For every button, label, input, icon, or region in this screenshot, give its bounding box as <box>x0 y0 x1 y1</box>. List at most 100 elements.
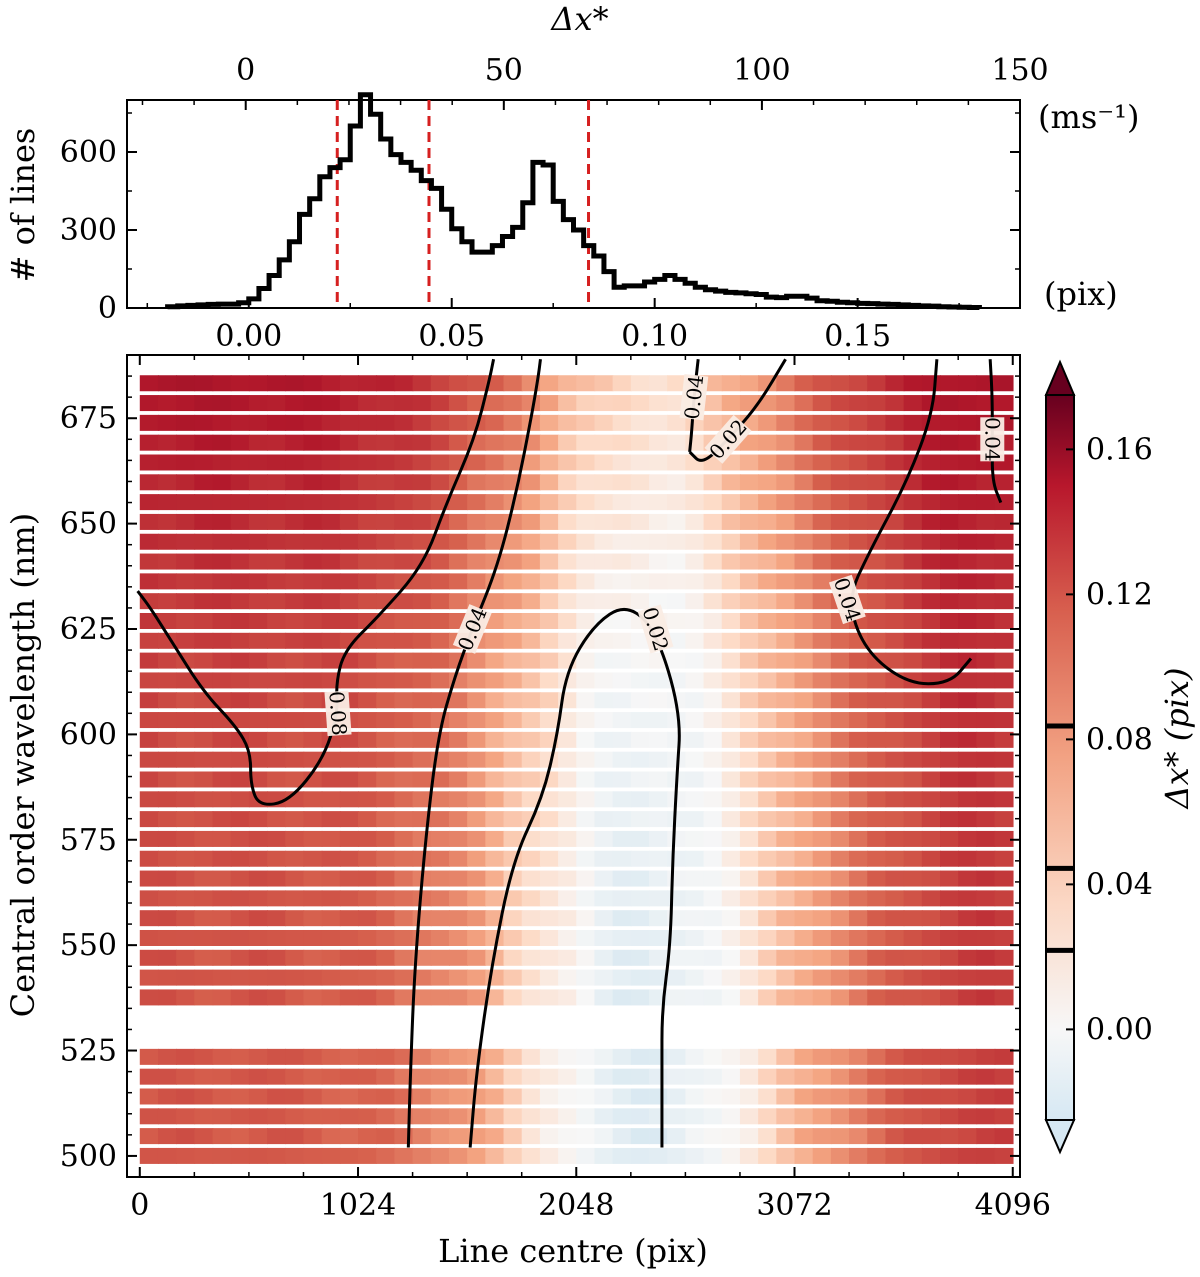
heatmap-cell <box>248 1108 268 1125</box>
heatmap-cell <box>267 811 287 828</box>
heatmap-cell <box>649 414 669 431</box>
heatmap-cell <box>485 494 505 511</box>
heatmap-cell <box>721 1088 741 1105</box>
heatmap-cell <box>176 533 196 550</box>
heatmap-cell <box>776 573 796 590</box>
heatmap-cell <box>721 513 741 530</box>
heatmap-cell <box>940 593 959 610</box>
heatmap-cell <box>485 989 505 1006</box>
heatmap-cell <box>394 1147 414 1164</box>
heatmap-cell <box>721 494 741 511</box>
heatmap-cell <box>794 1108 814 1125</box>
heatmap-cell <box>358 870 378 887</box>
heatmap-cell <box>248 414 268 431</box>
heatmap-cell <box>921 830 941 847</box>
heatmap-cell <box>376 533 396 550</box>
y-tick-label: 650 <box>60 507 117 542</box>
heatmap-cell <box>558 553 578 570</box>
heatmap-cell <box>576 969 596 986</box>
heatmap-cell <box>612 692 632 709</box>
heatmap-cell <box>212 533 232 550</box>
heatmap-cell <box>267 632 287 649</box>
heatmap-cell <box>521 1048 541 1065</box>
heatmap-cell <box>812 949 832 966</box>
heatmap-cell <box>630 474 650 491</box>
heatmap-cell <box>358 414 378 431</box>
heatmap-cell <box>157 454 177 471</box>
heatmap-cell <box>267 870 287 887</box>
heatmap-cell <box>157 751 177 768</box>
heatmap-cell <box>830 969 850 986</box>
heatmap-cell <box>739 1128 759 1145</box>
heatmap-cell <box>176 573 196 590</box>
heatmap-cell <box>303 1088 323 1105</box>
heatmap-cell <box>358 375 378 392</box>
heatmap-cell <box>667 830 687 847</box>
heatmap-cell <box>558 731 578 748</box>
heatmap-cell <box>812 692 832 709</box>
heatmap-cell <box>921 553 941 570</box>
heatmap-cell <box>212 830 232 847</box>
heatmap-cell <box>521 850 541 867</box>
heatmap-cell <box>830 1048 850 1065</box>
heatmap-cell <box>758 434 778 451</box>
heatmap-cell <box>594 1147 614 1164</box>
heatmap-cell <box>958 513 978 530</box>
heatmap-cell <box>867 632 887 649</box>
heatmap-cell <box>721 1108 741 1125</box>
heatmap-cell <box>630 553 650 570</box>
heatmap-cell <box>430 1048 450 1065</box>
heatmap-cell <box>921 533 941 550</box>
heatmap-cell <box>321 751 341 768</box>
heatmap-cell <box>467 1088 487 1105</box>
heatmap-cell <box>394 454 414 471</box>
heatmap-cell <box>612 1088 632 1105</box>
heatmap-cell <box>339 949 359 966</box>
heatmap-cell <box>430 1128 450 1145</box>
heatmap-cell <box>830 791 850 808</box>
heatmap-cell <box>576 811 596 828</box>
heatmap-cell <box>776 811 796 828</box>
heatmap-cell <box>558 1068 578 1085</box>
heatmap-cell <box>903 593 923 610</box>
heatmap-cell <box>830 712 850 729</box>
heatmap-cell <box>685 771 705 788</box>
heatmap-cell <box>685 890 705 907</box>
heatmap-cell <box>230 395 250 412</box>
heatmap-cell <box>139 791 159 808</box>
heatmap-cell <box>940 692 959 709</box>
heatmap-cell <box>558 1128 578 1145</box>
heatmap-cell <box>612 771 632 788</box>
heatmap-cell <box>539 1108 559 1125</box>
heatmap-cell <box>394 632 414 649</box>
heatmap-cell <box>376 375 396 392</box>
heatmap-cell <box>940 890 959 907</box>
heatmap-cell <box>321 811 341 828</box>
heatmap-cell <box>630 414 650 431</box>
heatmap-cell <box>212 1088 232 1105</box>
heatmap-cell <box>376 870 396 887</box>
heatmap-cell <box>849 1128 869 1145</box>
heatmap-cell <box>376 830 396 847</box>
heatmap-cell <box>285 870 305 887</box>
heatmap-cell <box>248 513 268 530</box>
heatmap-cell <box>430 573 450 590</box>
heatmap-cell <box>412 513 432 530</box>
heatmap-cell <box>230 751 250 768</box>
heatmap-cell <box>612 870 632 887</box>
heatmap-cell <box>812 593 832 610</box>
heatmap-cell <box>649 593 669 610</box>
heatmap-cell <box>558 1088 578 1105</box>
heatmap-cell <box>594 850 614 867</box>
heatmap-cell <box>794 434 814 451</box>
heatmap-cell <box>430 632 450 649</box>
heatmap-cell <box>612 652 632 669</box>
heatmap-cell <box>467 870 487 887</box>
heatmap-cell <box>940 712 959 729</box>
heatmap-cell <box>940 632 959 649</box>
heatmap-cell <box>176 870 196 887</box>
heatmap-cell <box>430 811 450 828</box>
heatmap-cell <box>630 1128 650 1145</box>
heatmap-cell <box>994 553 1014 570</box>
heatmap-cell <box>903 1147 923 1164</box>
